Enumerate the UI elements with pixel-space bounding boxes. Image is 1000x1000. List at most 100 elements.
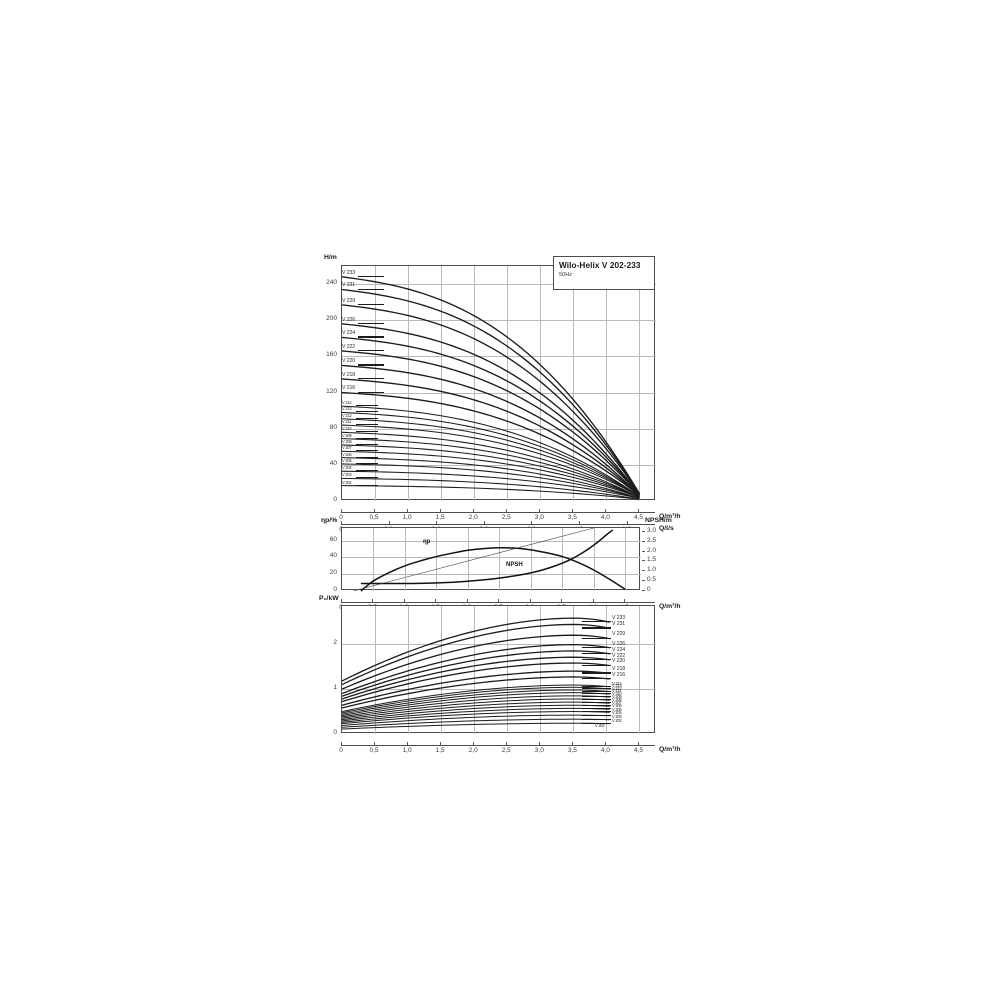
- power-xtick-mark: [605, 742, 607, 745]
- head-xtick: 4,0: [600, 514, 610, 521]
- power-curve-label: V 210: [612, 691, 622, 697]
- head-curve-label: V 216: [342, 385, 356, 392]
- head-curve-label: V 208: [342, 438, 352, 444]
- product-title: Wilo-Helix V 202-233: [559, 261, 641, 270]
- power-curve: [341, 695, 610, 718]
- power-curve-leader: [582, 672, 611, 674]
- head-curve-label: V 229: [342, 297, 356, 304]
- power-curve: [341, 692, 610, 717]
- power-curve-label: V 229: [612, 631, 626, 638]
- efficiency-curve-label: ηp: [423, 539, 431, 545]
- power-xtick: 2,0: [468, 747, 478, 754]
- head-curve-label: V 214: [342, 400, 352, 406]
- power-curve: [341, 718, 610, 728]
- eff-xtick-mark: [435, 599, 437, 602]
- power-xtick: 1,5: [435, 747, 445, 754]
- head-curve-label: V 224: [342, 330, 356, 337]
- head-curve-label: V 220: [342, 358, 356, 365]
- power-gridline-v: [573, 606, 575, 734]
- head-curve-label: V 209: [342, 432, 352, 438]
- head-curve-leader: [358, 364, 384, 366]
- power-xtick-mark: [572, 742, 574, 745]
- power-curve-leader: [582, 705, 611, 707]
- head-ytick: 240: [326, 279, 337, 287]
- power-curve: [341, 689, 610, 715]
- head-yaxis-label: H/m: [324, 254, 337, 261]
- eff-gridline-h: [342, 574, 641, 576]
- power-gridline-v: [507, 606, 509, 734]
- head-curve: [341, 405, 640, 497]
- head-curve-leader: [356, 450, 378, 452]
- power-ytick: 0: [333, 729, 337, 736]
- npsh-reference-line: [353, 527, 594, 592]
- power-curve: [341, 686, 610, 714]
- title-block: Wilo-Helix V 202-233 50Hz: [553, 256, 655, 290]
- head-curve: [341, 391, 640, 497]
- head-xtick2-mark: [436, 521, 438, 524]
- power-curve-leader: [582, 693, 611, 695]
- frequency-label: 50Hz: [559, 272, 573, 278]
- npsh-ytick-mark: [642, 530, 645, 532]
- head-curve: [341, 304, 641, 495]
- eff-ytick: 40: [329, 552, 337, 560]
- power-xtick: 3,5: [567, 747, 577, 754]
- eff-gridline-h: [342, 540, 641, 542]
- power-yaxis-label: P₂/kW: [319, 595, 339, 602]
- power-curve-label: V 224: [612, 646, 626, 653]
- power-curve: [341, 670, 610, 706]
- efficiency-npsh-curves: [353, 527, 626, 592]
- power-curve-label: V 207: [612, 700, 622, 706]
- head-xtick: 3,5: [567, 514, 577, 521]
- head-curve-leader: [356, 477, 378, 479]
- npsh-ytick-mark: [642, 540, 645, 542]
- head-chart-plot-area: [341, 265, 656, 501]
- head-xtick-mark: [605, 509, 607, 512]
- head-ytick: 0: [333, 496, 337, 503]
- eff-ytick: 60: [329, 535, 337, 543]
- power-curve-leader: [582, 687, 611, 689]
- head-xtick: 2,0: [468, 514, 478, 521]
- head-xtick2-mark: [578, 521, 580, 524]
- head-curve: [341, 424, 640, 497]
- power-curve-label: V 205: [612, 706, 622, 712]
- power-xtick-mark: [473, 742, 475, 745]
- head-gridline-v: [474, 266, 476, 501]
- power-curve-label: V 216: [612, 671, 626, 678]
- power-curve-label: V 218: [612, 666, 626, 673]
- head-ytick: 160: [326, 351, 337, 359]
- eff-ytick: 20: [329, 569, 337, 577]
- power-curve-leader: [582, 722, 611, 724]
- eff-xtick-mark: [592, 599, 594, 602]
- npsh-ytick: 1.5: [647, 556, 657, 564]
- power-xtick-mark: [341, 742, 342, 745]
- head-curve: [341, 378, 640, 497]
- head-curve: [341, 350, 640, 496]
- power-xtick-mark: [638, 742, 640, 745]
- eff-ytick: 0: [333, 586, 337, 593]
- head-curve: [341, 470, 640, 499]
- npsh-ytick-mark: [642, 550, 645, 552]
- power-curve-label: V 203: [612, 713, 622, 719]
- head-curve-label: V 212: [342, 412, 352, 418]
- power-curve-label-v202: V 202: [595, 723, 605, 728]
- head-xtick2-mark: [388, 521, 390, 524]
- power-curve-leader: [582, 696, 611, 698]
- head-curve-leader: [356, 470, 378, 472]
- head-curve-leader: [358, 288, 384, 290]
- head-gridline-h: [342, 356, 656, 358]
- power-xtick-mark: [407, 742, 409, 745]
- power-xtick-mark: [539, 742, 541, 745]
- head-curve-label: V 213: [342, 406, 352, 412]
- head-ytick: 120: [326, 387, 337, 395]
- power-xtick: 2,5: [501, 747, 511, 754]
- head-xaxis2-line: [341, 524, 655, 525]
- head-curve-label: V 203: [342, 472, 352, 478]
- power-xtick: 4,5: [633, 747, 643, 754]
- power-gridline-h: [342, 689, 656, 691]
- power-curve-label: V 209: [612, 694, 622, 700]
- power-chart-plot-area: [341, 605, 656, 734]
- efficiency-curve: [360, 546, 626, 592]
- power-curve: [341, 662, 610, 703]
- head-curve-leader: [358, 391, 384, 393]
- eff-gridline-v: [404, 528, 406, 591]
